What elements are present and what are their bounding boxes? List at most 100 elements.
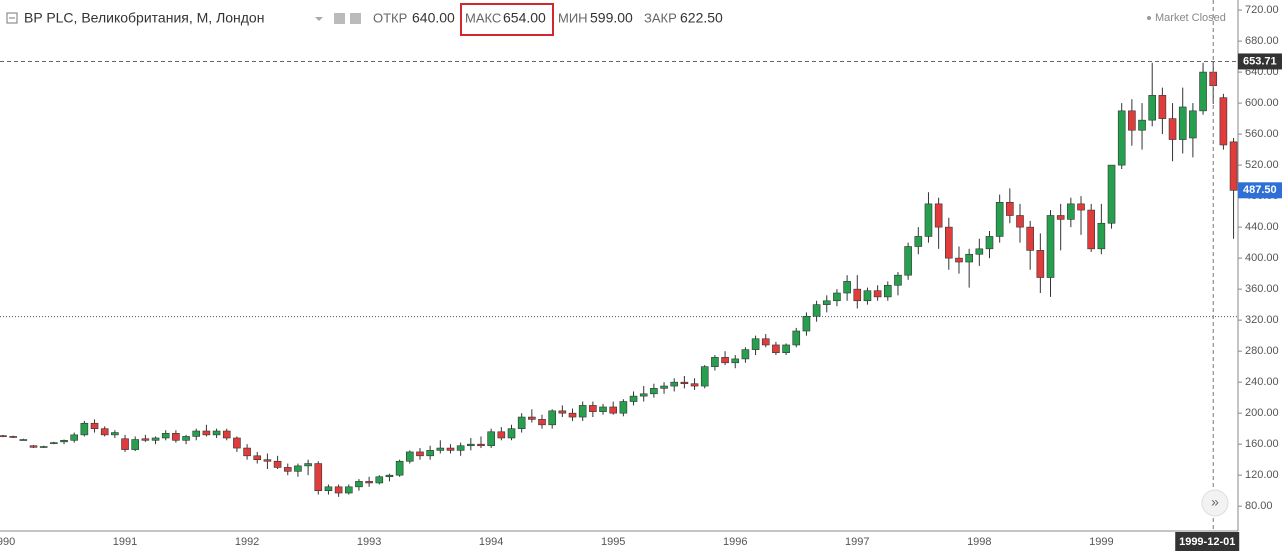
candle-body	[151, 437, 160, 441]
open-value: 640.00	[412, 10, 455, 26]
candle-body	[29, 445, 38, 448]
scroll-button[interactable]	[1201, 489, 1229, 517]
market-status: Market Closed	[1155, 12, 1226, 24]
y-tick-label: 240.00	[1245, 376, 1279, 388]
y-tick-label: 360.00	[1245, 283, 1279, 295]
candle-body	[436, 447, 445, 451]
x-tick-label: 1995	[601, 536, 625, 548]
candle-body	[517, 416, 526, 429]
candle-body	[1026, 226, 1034, 251]
candle-body	[1117, 110, 1126, 166]
x-tick-label: 1990	[0, 536, 15, 548]
y-tick-label: 160.00	[1245, 438, 1279, 450]
candle-body	[416, 451, 424, 457]
candle-body	[365, 481, 373, 484]
candle-body	[487, 431, 495, 447]
candle-body	[273, 460, 282, 468]
crosshair-date: 1999-12-01	[1179, 536, 1235, 548]
candle-body	[1077, 203, 1085, 211]
candle-body	[70, 434, 78, 441]
crosshair-date-box	[1175, 532, 1240, 551]
candle-body	[304, 463, 312, 467]
candle-body	[1056, 215, 1065, 220]
close-value: 622.50	[680, 10, 723, 26]
candle-body	[405, 451, 414, 462]
candle-body	[243, 447, 251, 457]
candle-body	[1189, 110, 1197, 139]
candle-body	[477, 443, 485, 447]
candle-body	[639, 393, 648, 397]
candle-body	[843, 281, 851, 294]
x-tick-label: 1999	[1089, 536, 1113, 548]
status-dot	[1147, 16, 1151, 20]
price-label-box	[1238, 182, 1282, 199]
candle-body	[334, 486, 343, 494]
low-label: МИН	[558, 10, 588, 25]
candle-body	[111, 432, 119, 436]
candle-body	[141, 438, 150, 441]
candle-body	[263, 459, 272, 462]
candle-body	[1229, 141, 1238, 191]
candle-body	[467, 443, 475, 447]
x-tick-label: 1994	[479, 536, 503, 548]
candle-body	[90, 422, 99, 429]
candle-body	[558, 410, 567, 414]
low-value: 599.00	[590, 10, 633, 26]
candle-body	[538, 419, 546, 426]
candle-body	[711, 357, 719, 367]
candle-body	[873, 290, 882, 298]
candle-body	[680, 381, 689, 385]
candle-body	[131, 439, 140, 450]
candle-body	[1087, 209, 1095, 250]
dropdown-arrow[interactable]	[315, 17, 323, 21]
close-label: ЗАКР	[644, 10, 677, 25]
candle-body	[578, 405, 587, 418]
candle-body	[39, 446, 48, 448]
candle-body	[670, 381, 679, 387]
candle-body	[782, 344, 790, 354]
candle-body	[324, 486, 333, 491]
x-tick-label: 1993	[357, 536, 381, 548]
x-tick-label: 1997	[845, 536, 869, 548]
candle-body	[995, 202, 1004, 237]
settings-icon[interactable]	[350, 13, 361, 24]
candle-body	[975, 248, 984, 255]
candle-body	[60, 440, 68, 443]
candle-body	[161, 433, 170, 439]
candle-body	[344, 486, 353, 494]
y-tick-label: 120.00	[1245, 469, 1279, 481]
candle-body	[233, 437, 241, 449]
candle-body	[589, 405, 597, 412]
candle-body	[802, 315, 811, 332]
eye-icon[interactable]	[334, 13, 345, 24]
candle-body	[294, 465, 302, 472]
candle-body	[1148, 95, 1157, 121]
y-tick-label: 280.00	[1245, 345, 1279, 357]
candle-body	[792, 330, 801, 346]
candle-body	[599, 406, 607, 412]
candle-body	[426, 450, 434, 457]
candle-body	[965, 253, 973, 263]
plot	[0, 0, 1238, 531]
candle-body	[741, 349, 750, 360]
candle-body	[172, 433, 180, 441]
candle-body	[1138, 119, 1146, 131]
symbol-title: BP PLC, Великобритания, М, Лондон	[24, 10, 264, 26]
candle-body	[650, 388, 658, 395]
candle-body	[0, 435, 7, 437]
candle-body	[619, 401, 628, 414]
candle-body	[375, 476, 384, 484]
candle-body	[934, 203, 943, 228]
collapse-icon[interactable]	[6, 12, 18, 24]
candle-body	[1097, 222, 1106, 250]
candle-body	[192, 430, 201, 437]
highlight-box	[460, 3, 554, 36]
x-tick-label: 1998	[967, 536, 991, 548]
candle-body	[1128, 110, 1136, 131]
candle-body	[863, 290, 872, 302]
high-value: 654.00	[503, 10, 546, 26]
candle-body	[1178, 106, 1187, 140]
x-tick-label: 1992	[235, 536, 259, 548]
